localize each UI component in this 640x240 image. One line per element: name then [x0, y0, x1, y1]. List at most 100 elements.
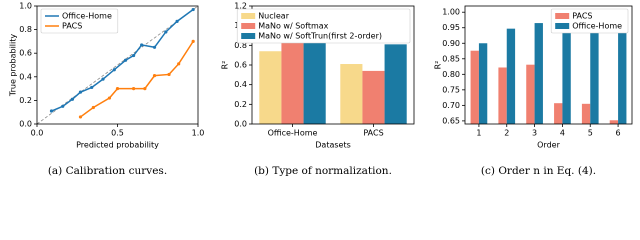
y-tick-label: 1.0 [19, 2, 32, 11]
legend-swatch [555, 23, 570, 29]
y-tick-label: 0.4 [19, 72, 32, 81]
plot-frame [464, 5, 633, 125]
bar [562, 18, 571, 125]
legend-swatch [241, 33, 256, 39]
y-tick-label: 0.4 [234, 80, 247, 89]
bar [281, 32, 304, 124]
y-tick-label: 0.80 [442, 70, 460, 79]
bar [470, 50, 479, 124]
legend-box [40, 8, 119, 34]
y-axis-title: R² [434, 61, 443, 70]
legend-label: Office-Home [62, 12, 112, 21]
legend-box [550, 8, 629, 34]
x-tick-label: 4 [560, 129, 565, 138]
x-tick-label: 1 [476, 129, 481, 138]
y-tick-label: 0.95 [442, 23, 460, 32]
y-tick-label: 0.0 [234, 120, 247, 129]
line [80, 40, 194, 118]
legend-label: PACS [572, 12, 592, 21]
legend-swatch [241, 13, 256, 19]
plot-frame [251, 5, 415, 125]
y-tick-label: 0.8 [234, 41, 247, 50]
bar [259, 51, 282, 124]
bar [609, 120, 619, 124]
point [91, 105, 95, 110]
bar [526, 64, 535, 124]
y-tick-label: 0.2 [234, 100, 247, 109]
caption: (b) Type of normalization. [254, 165, 392, 177]
line [51, 8, 194, 112]
bar [303, 34, 326, 125]
bar [590, 19, 599, 124]
x-tick-label: 0.5 [111, 129, 124, 138]
point [152, 74, 157, 78]
legend-label: MaNo w/ Softmax [258, 22, 328, 31]
point [177, 62, 181, 66]
y-tick-label: 0.6 [19, 49, 32, 58]
caption: (c) Order n in Eq. (4). [481, 165, 596, 177]
x-axis-title: Predicted probability [76, 141, 159, 150]
point [101, 77, 105, 81]
legend-box [236, 8, 411, 44]
y-tick-label: 1.2 [234, 2, 247, 11]
point [132, 87, 136, 91]
figure: 0.0 0.2 0.4 0.6 0.8 1.0 True probability Predic… [9, 2, 633, 177]
x-tick-label: 6 [616, 129, 621, 138]
point [191, 39, 195, 44]
x-tick-label: 1.0 [192, 129, 205, 138]
x-tick-label: 5 [588, 129, 593, 138]
point [70, 97, 75, 101]
y-tick-label: 1.00 [442, 8, 460, 17]
legend-swatch [241, 23, 256, 29]
point [90, 85, 94, 90]
point [107, 96, 112, 100]
y-tick-label: 0.6 [234, 61, 247, 70]
y-tick-label: 0.8 [19, 25, 32, 34]
x-axis-title: Datasets [315, 141, 351, 150]
y-tick-label: 0.90 [442, 39, 460, 48]
bar [581, 103, 591, 124]
point [167, 72, 171, 77]
y-tick-label: 0.75 [442, 85, 460, 94]
legend-swatch [555, 13, 570, 19]
x-tick-label: 0.0 [31, 129, 44, 138]
point [115, 87, 120, 91]
point [132, 53, 136, 58]
x-axis-title: Order [537, 141, 560, 150]
legend-label: PACS [62, 22, 82, 31]
bar [362, 70, 385, 124]
point [143, 87, 147, 91]
bar [506, 28, 516, 125]
x-tick-label: PACS [363, 129, 383, 138]
bar [534, 23, 543, 124]
bar [340, 64, 363, 124]
y-tick-label: 0.85 [442, 54, 460, 63]
x-tick-label: 2 [504, 129, 509, 138]
y-axis-title: True probability [9, 34, 18, 97]
point [49, 109, 54, 113]
point [112, 68, 116, 72]
point [61, 104, 65, 108]
point [140, 43, 144, 47]
point [164, 30, 168, 34]
point [191, 7, 195, 12]
bar [554, 103, 563, 124]
legend-label: Nuclear [258, 12, 290, 21]
legend-label: Office-Home [572, 22, 622, 31]
caption: (a) Calibration curves. [48, 165, 167, 177]
point [175, 19, 179, 23]
y-tick-label: 0.2 [19, 96, 32, 105]
point [123, 58, 128, 62]
y-tick-label: 0.70 [442, 101, 460, 110]
plot-frame [36, 5, 199, 125]
y-tick-label: 0.65 [442, 116, 460, 125]
y-axis-title: R² [221, 61, 230, 70]
point [78, 90, 83, 94]
bar [384, 44, 407, 124]
point [78, 115, 83, 119]
reference-diagonal [36, 5, 199, 125]
x-tick-label: 3 [532, 129, 537, 138]
y-tick-label: 0.0 [19, 120, 32, 129]
point [152, 45, 157, 49]
bar [478, 43, 488, 125]
